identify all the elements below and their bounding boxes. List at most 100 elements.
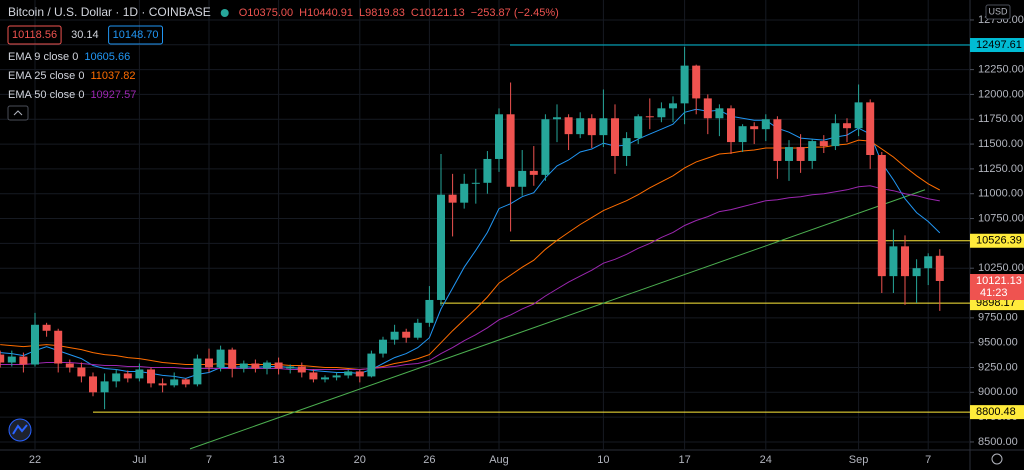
y-tick-label: 9750.00 [978, 312, 1018, 324]
candle-body [147, 369, 155, 384]
candle-body [564, 117, 573, 135]
candle-body [379, 339, 387, 354]
x-tick-label: 26 [423, 454, 435, 466]
collapse-button[interactable] [7, 105, 29, 121]
candle-body [773, 119, 782, 161]
candle-body [506, 114, 515, 187]
x-tick-label: Jul [132, 454, 146, 466]
y-tick-label: 8500.00 [978, 436, 1018, 448]
y-tick-label: 11500.00 [978, 138, 1023, 150]
candle-body [286, 366, 295, 369]
candle-body [912, 268, 921, 277]
candle-body [332, 375, 341, 378]
candle-body [785, 147, 793, 161]
candle-body [355, 371, 364, 377]
candle-body [402, 331, 411, 338]
quote: 10148.70 [113, 29, 159, 41]
y-tick-label: 9000.00 [978, 386, 1018, 398]
candle-body [796, 147, 805, 161]
y-tick-label: 9250.00 [978, 361, 1018, 373]
ema-line [0, 139, 941, 371]
countdown: 41:23 [980, 287, 1008, 299]
candle-body [321, 377, 329, 380]
candle-body [0, 354, 5, 363]
level-label: 9898.17 [976, 297, 1016, 309]
ohlc-value: −253.87 (−2.45%) [471, 7, 559, 19]
candle-body [935, 255, 944, 281]
candle-body [553, 117, 561, 120]
candle-body [437, 194, 445, 300]
candle-body [715, 108, 724, 119]
candle-body [344, 371, 353, 376]
candle-body [692, 65, 701, 99]
plot [0, 44, 970, 450]
legend-name: EMA 50 close 0 [8, 89, 84, 101]
quote-box [108, 25, 163, 45]
y-tick-label: 12250.00 [978, 64, 1024, 76]
ohlc-value: O10375.00 [239, 7, 293, 19]
candle-body [808, 141, 817, 161]
candle-body [65, 363, 74, 368]
candle-body [274, 362, 283, 369]
candle-body [205, 358, 213, 368]
x-tick-label: Sep [849, 454, 869, 466]
candle-body [54, 330, 63, 364]
collapse-icon [13, 110, 23, 116]
candle-body [448, 194, 457, 203]
last-price-box [970, 273, 1024, 300]
level-label-box [970, 233, 1024, 248]
candle-body [622, 138, 631, 156]
candle-body [901, 246, 909, 277]
legend-value: 10927.57 [90, 89, 136, 101]
candle-body [170, 379, 179, 386]
candle-body [587, 118, 596, 136]
candle-body [819, 141, 828, 147]
candle-body [158, 383, 167, 386]
y-tick-label: 9500.00 [978, 337, 1018, 349]
candle-body [866, 102, 875, 155]
candle-body [634, 116, 643, 139]
trend-line [189, 189, 926, 450]
currency: USD [988, 6, 1008, 16]
y-tick-label: 10750.00 [978, 212, 1024, 224]
level-label-box [970, 405, 1024, 420]
candle-body [854, 102, 863, 129]
ohlc-value: C10121.13 [411, 7, 465, 19]
overlay: 8500.008750.009000.009250.009500.009750.… [7, 4, 1024, 466]
candle-body [413, 322, 422, 338]
level-label: 12497.61 [976, 39, 1022, 51]
y-tick-label: 11250.00 [978, 163, 1023, 175]
candle-body [297, 366, 306, 373]
candle-body [611, 118, 619, 156]
candle-body [460, 183, 469, 203]
candle-body [367, 353, 376, 377]
candle-body [390, 331, 399, 340]
candle-body [135, 369, 144, 379]
candle-body [100, 381, 109, 393]
quote: 10118.56 [12, 29, 57, 41]
candle-body [924, 256, 933, 269]
candle-body [750, 126, 759, 130]
level-label-box [970, 38, 1024, 53]
x-tick-label: 22 [29, 454, 41, 466]
candle-body [877, 154, 886, 277]
candle-body [831, 123, 840, 147]
candle-body [309, 372, 318, 380]
x-tick-label: 7 [206, 454, 212, 466]
logo-mark [12, 424, 28, 435]
candle-body [657, 108, 666, 118]
candle-body [761, 119, 770, 130]
x-tick-label: 13 [272, 454, 284, 466]
candle-body [239, 363, 248, 369]
currency-box[interactable] [985, 4, 1011, 20]
settings-icon[interactable] [991, 453, 1003, 465]
x-tick-label: Aug [489, 454, 509, 466]
quote: 30.14 [71, 29, 99, 41]
candle-body [889, 246, 898, 277]
ohlc-value: L9819.83 [359, 7, 405, 19]
y-tick-label: 11750.00 [978, 113, 1023, 125]
x-tick-label: 24 [760, 454, 772, 466]
